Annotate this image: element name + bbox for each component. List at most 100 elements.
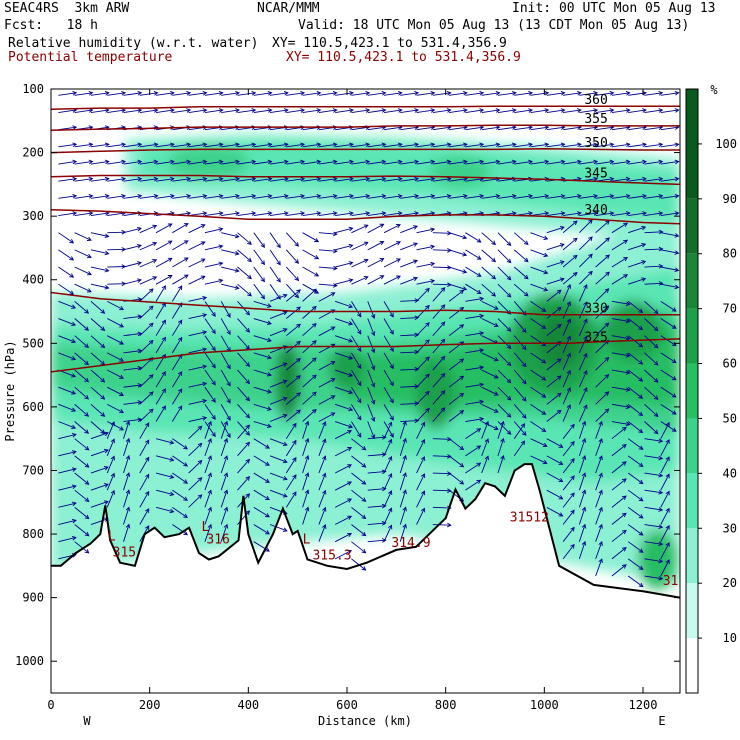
- wind-arrow-head: [361, 531, 367, 537]
- wind-arrow: [302, 195, 321, 199]
- rh-upper-core-1: [168, 144, 249, 181]
- wind-arrow-head: [425, 322, 430, 327]
- wind-arrow-head: [402, 454, 407, 460]
- wind-arrow: [497, 421, 504, 439]
- wind-arrow-head: [653, 412, 659, 418]
- wind-arrow: [546, 358, 562, 371]
- wind-arrow-head: [542, 442, 548, 447]
- wind-arrow: [172, 195, 191, 199]
- theta-contour-360: [51, 105, 680, 111]
- wind-arrow: [465, 332, 484, 337]
- wind-arrow-head: [300, 108, 306, 113]
- wind-arrow: [302, 438, 309, 456]
- wind-arrow: [220, 455, 228, 474]
- wind-arrow: [74, 301, 89, 314]
- wind-arrow-head: [556, 289, 562, 295]
- wind-arrow: [74, 524, 90, 537]
- wind-arrow-head: [267, 337, 272, 343]
- wind-arrow-head: [104, 233, 110, 239]
- wind-arrow: [611, 212, 630, 216]
- wind-arrow: [107, 283, 126, 285]
- wind-arrow-head: [169, 457, 175, 462]
- wind-arrow: [172, 109, 191, 113]
- wind-arrow-head: [674, 193, 680, 199]
- wind-arrow-head: [558, 443, 564, 448]
- wind-arrow: [74, 161, 93, 165]
- rh-core-f: [329, 346, 365, 391]
- wind-arrow-head: [446, 142, 452, 148]
- wind-arrow: [530, 386, 546, 398]
- wind-arrow-head: [396, 241, 401, 246]
- wind-arrow: [595, 92, 614, 96]
- wind-arrow-head: [365, 211, 371, 216]
- wind-arrow-head: [300, 90, 306, 96]
- wind-arrow: [497, 195, 516, 199]
- wind-arrow-head: [153, 159, 159, 165]
- wind-arrow-head: [605, 271, 610, 277]
- wind-arrow-head: [500, 437, 505, 443]
- wind-arrow-head: [84, 514, 90, 520]
- wind-arrow-head: [186, 211, 192, 216]
- wind-arrow: [481, 369, 499, 379]
- wind-arrow: [578, 319, 588, 336]
- wind-arrow-head: [430, 176, 436, 182]
- wind-arrow-head: [558, 460, 564, 465]
- wind-arrow: [334, 498, 352, 508]
- wind-arrow-head: [104, 193, 110, 199]
- wind-arrow: [74, 195, 93, 199]
- wind-arrow-head: [235, 90, 240, 96]
- wind-arrow: [628, 195, 647, 199]
- wind-arrow: [367, 161, 386, 165]
- field1-name: Relative humidity (w.r.t. water): [8, 36, 259, 51]
- wind-arrow-head: [598, 558, 603, 564]
- wind-arrow-head: [559, 260, 565, 265]
- wind-arrow-head: [493, 425, 499, 430]
- wind-arrow-head: [161, 388, 166, 393]
- wind-arrow-head: [207, 438, 212, 443]
- wind-arrow: [335, 143, 354, 148]
- wind-arrow-head: [145, 456, 150, 462]
- wind-arrow-head: [245, 362, 251, 367]
- wind-arrow: [58, 300, 76, 309]
- wind-arrow-head: [638, 462, 644, 467]
- wind-arrow-head: [430, 261, 436, 267]
- wind-arrow: [383, 422, 392, 439]
- wind-arrow-head: [420, 473, 426, 479]
- wind-arrow: [172, 223, 189, 234]
- wind-arrow: [318, 283, 337, 287]
- wind-arrow-head: [170, 193, 175, 199]
- wind-arrow-head: [137, 159, 143, 165]
- wind-arrow: [58, 92, 77, 96]
- wind-arrow-head: [218, 261, 224, 267]
- wind-arrow: [611, 478, 627, 491]
- wind-arrow: [562, 424, 575, 439]
- wind-arrow: [513, 386, 527, 402]
- wind-arrow-head: [348, 243, 354, 249]
- wind-arrow: [334, 430, 352, 440]
- wind-arrow: [171, 388, 183, 405]
- wind-arrow: [123, 195, 142, 199]
- wind-arrow-head: [572, 220, 578, 226]
- wind-arrow-head: [103, 466, 109, 471]
- wind-arrow: [204, 279, 223, 285]
- wind-arrow: [481, 352, 499, 362]
- wind-arrow: [416, 109, 435, 113]
- wind-arrow: [383, 224, 401, 234]
- wind-arrow-head: [71, 432, 77, 438]
- y-tick-label: 600: [22, 400, 44, 414]
- wind-arrow: [123, 472, 130, 491]
- wind-arrow: [400, 317, 419, 319]
- wind-arrow: [237, 178, 256, 182]
- terrain-line: [51, 463, 680, 599]
- wind-arrow-head: [583, 387, 588, 392]
- wind-arrow: [530, 438, 548, 447]
- wind-arrow-head: [414, 418, 420, 424]
- wind-arrow: [318, 395, 335, 405]
- wind-arrow: [627, 318, 643, 330]
- wind-arrow: [367, 178, 386, 182]
- wind-arrow: [562, 255, 578, 268]
- wind-arrow-head: [71, 467, 77, 472]
- wind-arrow: [448, 283, 467, 290]
- wind-arrow: [106, 439, 115, 457]
- wind-arrow: [221, 195, 240, 199]
